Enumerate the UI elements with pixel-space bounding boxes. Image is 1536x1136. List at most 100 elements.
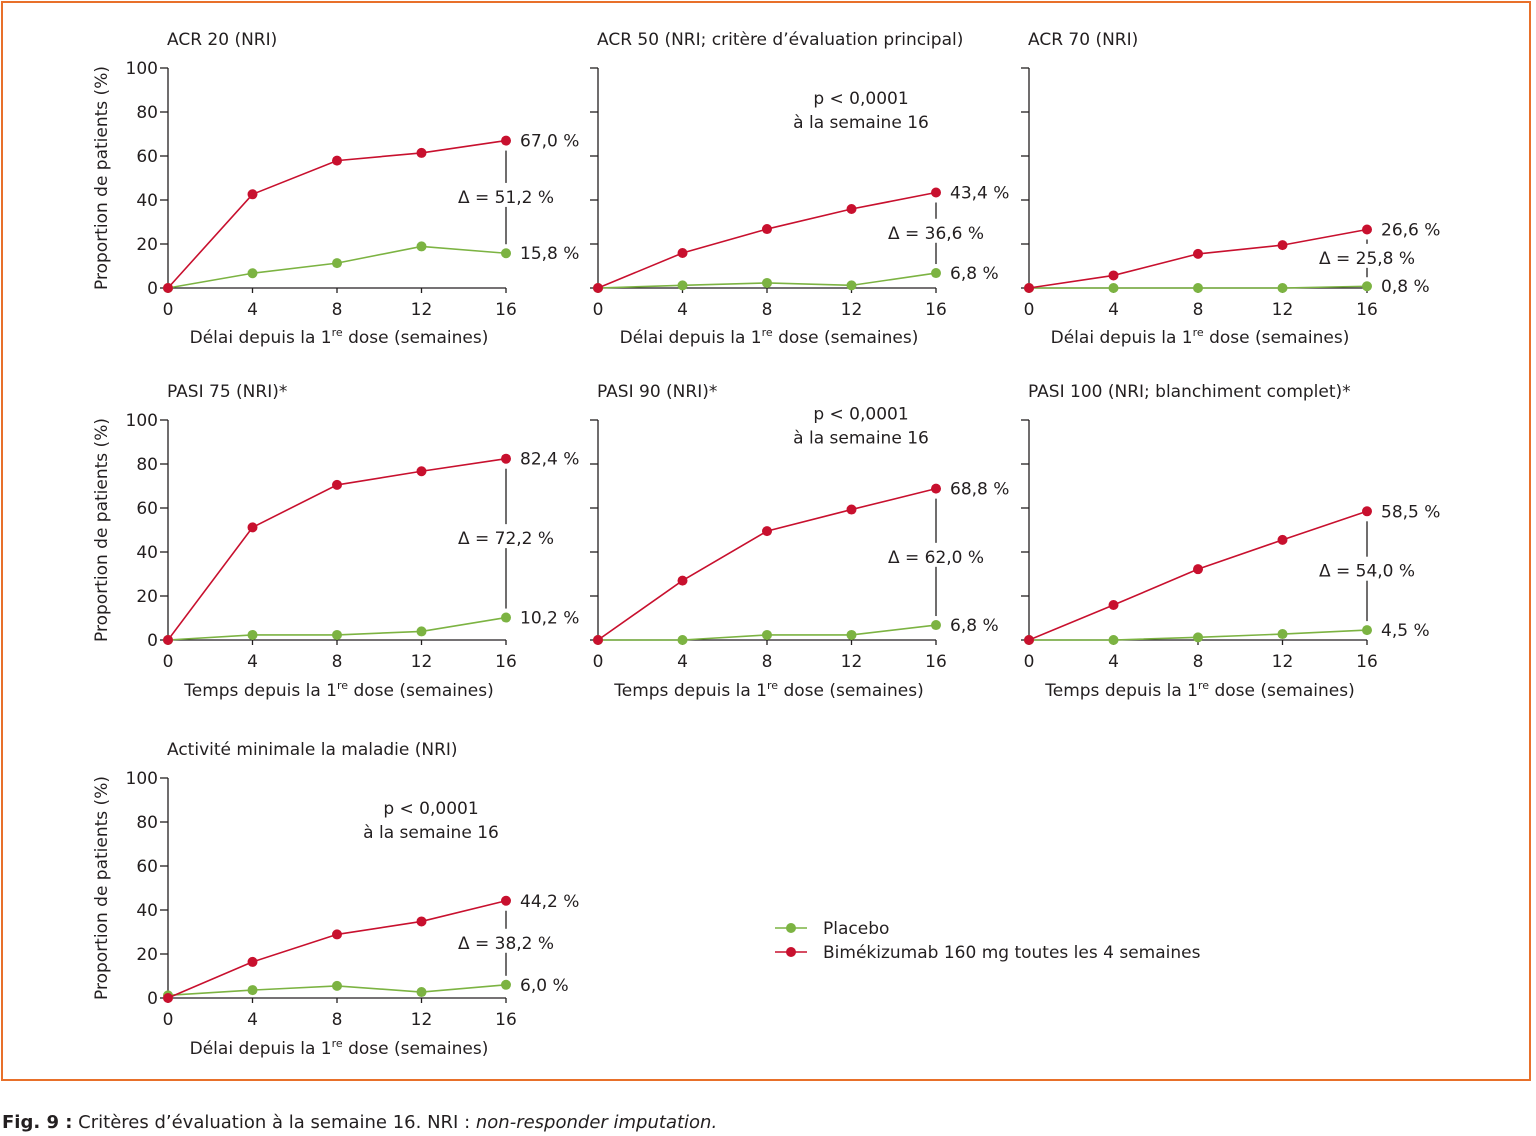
delta-label: Δ = 72,2 %: [458, 529, 554, 549]
x-tick-label: 16: [1356, 300, 1378, 320]
data-point-bimekizumab: [1024, 283, 1034, 293]
treatment-value-label: 82,4 %: [520, 450, 579, 470]
x-tick-label: 8: [1193, 300, 1204, 320]
data-point-bimekizumab: [1024, 635, 1034, 645]
data-point-placebo: [931, 268, 941, 279]
x-tick-label: 0: [163, 1010, 174, 1030]
data-point-placebo: [416, 626, 427, 637]
data-point-placebo: [677, 280, 688, 291]
x-tick-label: 4: [247, 300, 258, 320]
data-point-placebo: [1193, 632, 1203, 643]
x-tick-label: 0: [593, 652, 604, 672]
data-point-bimekizumab: [762, 526, 772, 537]
data-point-bimekizumab: [163, 283, 173, 293]
data-point-bimekizumab: [1193, 248, 1203, 259]
chart-title: PASI 75 (NRI)*: [167, 382, 287, 402]
x-tick-label: 12: [411, 300, 433, 320]
x-axis-label: Délai depuis la 1re dose (semaines): [620, 326, 919, 348]
x-axis-label: Délai depuis la 1re dose (semaines): [190, 1037, 489, 1059]
x-tick-label: 0: [593, 300, 604, 320]
data-point-placebo: [247, 629, 258, 640]
data-point-placebo: [1108, 283, 1119, 293]
placebo-value-label: 10,2 %: [520, 609, 579, 629]
placebo-value-label: 6,8 %: [950, 264, 999, 284]
x-tick-label: 0: [1024, 652, 1035, 672]
chart-panel-1: ACR 20 (NRI) 0 20 40 60 80 100 0 4 8 12 16 Proportio…: [92, 30, 579, 348]
data-point-bimekizumab: [1277, 534, 1288, 545]
treatment-value-label: 44,2 %: [520, 892, 579, 912]
x-tick-label: 0: [163, 652, 174, 672]
data-point-placebo: [416, 241, 427, 252]
figure-frame: [1, 1, 1531, 1081]
data-point-placebo: [332, 629, 342, 640]
treatment-value-label: 43,4 %: [950, 184, 1009, 204]
chart-panel-3: ACR 70 (NRI) 0 4 8 12 16 Délai depuis la 1re d…: [1021, 30, 1440, 348]
x-tick-label: 16: [925, 300, 947, 320]
x-tick-label: 4: [247, 652, 258, 672]
data-point-bimekizumab: [593, 283, 603, 293]
p-value-annotation: p < 0,0001: [383, 799, 478, 819]
x-tick-label: 4: [677, 300, 688, 320]
y-tick-label: 20: [136, 945, 158, 965]
y-tick-label: 0: [147, 989, 158, 1009]
y-tick-label: 40: [136, 191, 158, 211]
caption-italic: non-responder imputation.: [475, 1112, 718, 1133]
data-point-bimekizumab: [593, 635, 603, 645]
data-point-placebo: [1108, 635, 1119, 645]
y-tick-label: 80: [136, 103, 158, 123]
chart-title: ACR 50 (NRI; critère d’évaluation princi…: [597, 30, 963, 50]
y-tick-label: 100: [126, 59, 158, 79]
x-tick-label: 12: [841, 652, 863, 672]
data-point-placebo: [931, 620, 941, 631]
data-point-bimekizumab: [332, 155, 342, 166]
data-point-bimekizumab: [931, 187, 941, 198]
p-value-annotation: à la semaine 16: [793, 113, 929, 133]
delta-label: Δ = 62,0 %: [888, 548, 984, 568]
data-point-bimekizumab: [677, 248, 688, 259]
chart-panel-4: PASI 75 (NRI)* 0 20 40 60 80 100 0 4 8 12 16 Proport…: [92, 382, 579, 701]
legend-bimekizumab-marker: [786, 947, 796, 957]
placebo-value-label: 6,0 %: [520, 976, 569, 996]
x-tick-label: 16: [495, 300, 517, 320]
x-tick-label: 12: [841, 300, 863, 320]
data-point-bimekizumab: [332, 929, 342, 940]
data-point-placebo: [1362, 281, 1372, 292]
x-axis-label: Temps depuis la 1re dose (semaines): [613, 679, 923, 701]
series-line-bimekizumab: [597, 191, 937, 289]
legend-placebo-marker: [786, 923, 796, 933]
x-tick-label: 8: [1193, 652, 1204, 672]
y-tick-label: 80: [136, 455, 158, 475]
data-point-bimekizumab: [1362, 506, 1372, 517]
y-tick-label: 100: [126, 769, 158, 789]
data-point-bimekizumab: [931, 483, 941, 494]
data-point-bimekizumab: [846, 504, 857, 515]
data-point-bimekizumab: [247, 522, 258, 533]
x-tick-label: 8: [332, 300, 343, 320]
treatment-value-label: 68,8 %: [950, 480, 1009, 500]
data-point-bimekizumab: [846, 204, 857, 215]
y-axis-label: Proportion de patients (%): [92, 66, 112, 290]
data-point-bimekizumab: [501, 135, 511, 146]
data-point-bimekizumab: [1108, 270, 1119, 281]
y-tick-label: 40: [136, 543, 158, 563]
chart-title: PASI 90 (NRI)*: [597, 382, 717, 402]
data-point-bimekizumab: [501, 453, 511, 464]
x-tick-label: 8: [332, 1010, 343, 1030]
series-line-bimekizumab: [1028, 510, 1368, 641]
x-axis-label: Temps depuis la 1re dose (semaines): [1044, 679, 1354, 701]
data-point-bimekizumab: [1277, 240, 1288, 251]
caption-text: Critères d’évaluation à la semaine 16. N…: [72, 1112, 476, 1133]
treatment-value-label: 58,5 %: [1381, 502, 1440, 522]
placebo-value-label: 6,8 %: [950, 616, 999, 636]
x-tick-label: 8: [762, 652, 773, 672]
legend-bimekizumab-label: Bimékizumab 160 mg toutes les 4 semaines: [823, 943, 1201, 963]
data-point-bimekizumab: [416, 147, 427, 158]
figure-caption: Fig. 9 : Critères d’évaluation à la sema…: [2, 1112, 717, 1133]
y-tick-label: 0: [147, 279, 158, 299]
delta-label: Δ = 54,0 %: [1319, 562, 1415, 582]
data-point-bimekizumab: [762, 224, 772, 235]
x-tick-label: 0: [163, 300, 174, 320]
legend-placebo-label: Placebo: [823, 919, 889, 939]
delta-label: Δ = 36,6 %: [888, 224, 984, 244]
